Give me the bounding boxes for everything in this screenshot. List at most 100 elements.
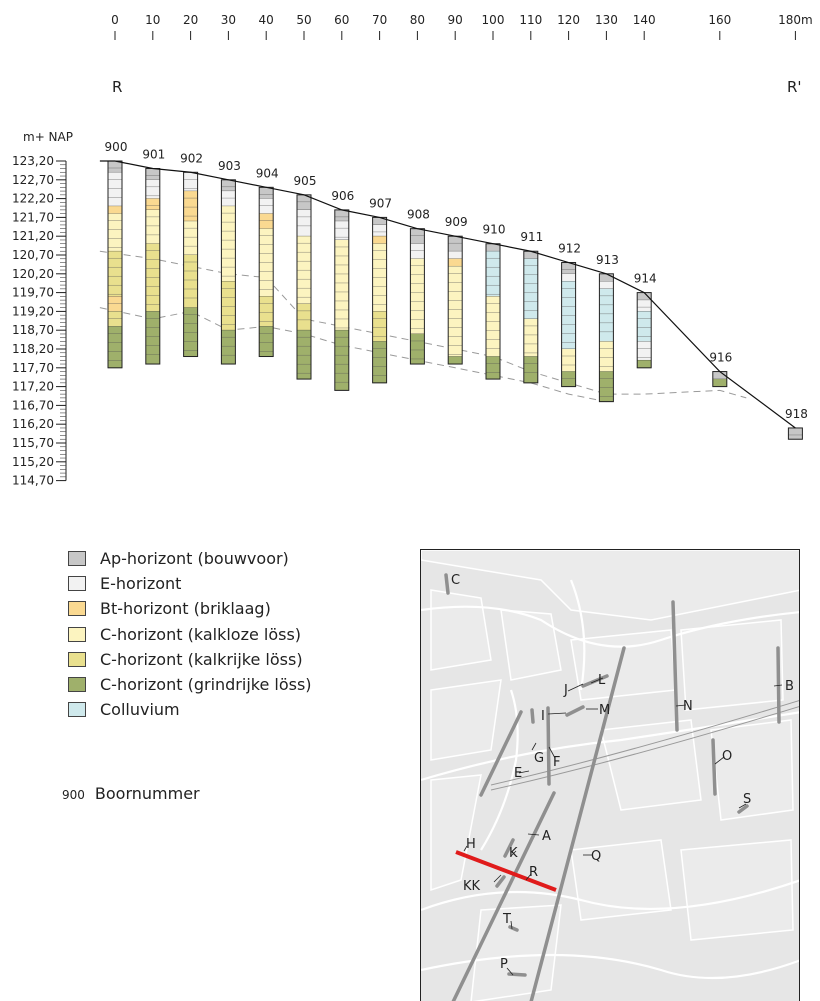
borehole-layer-cg — [297, 330, 311, 380]
borehole-layer-e — [334, 221, 349, 240]
borehole-layer-e — [410, 243, 425, 259]
borehole-layer-co — [486, 251, 500, 297]
distance-tick-label: 100 — [482, 13, 505, 27]
borehole-layer-cr — [183, 255, 198, 308]
legend-item-bt: Bt-horizont (briklaag) — [68, 596, 312, 621]
map-label-t: T — [502, 912, 511, 927]
borehole-number-label: 906 — [331, 189, 354, 203]
borehole-layer-cr — [108, 311, 122, 327]
legend-number-label: Boornummer — [94, 784, 200, 803]
borehole-layer-bt — [448, 258, 463, 267]
borehole-number-label: 913 — [596, 253, 619, 267]
distance-tick-label: 0 — [111, 13, 119, 27]
borehole-layer-e — [183, 172, 198, 192]
map-main-road — [490, 700, 799, 791]
borehole-layer-co — [637, 311, 652, 342]
borehole-layer-ck — [410, 258, 425, 334]
map-label-j: J — [563, 683, 568, 698]
borehole-layer-cg — [599, 371, 614, 402]
borehole-number-label: 914 — [634, 272, 657, 286]
elevation-tick-label: 121,20 — [12, 229, 54, 243]
borehole-layer-e — [297, 209, 311, 237]
borehole-layer-cr — [108, 251, 122, 297]
borehole-number-label: 903 — [218, 159, 241, 173]
borehole-layer-e — [108, 172, 122, 207]
map-label-l: L — [598, 673, 606, 688]
borehole-layer-ap — [523, 251, 538, 259]
borehole-layer-cr — [372, 311, 387, 342]
borehole-layer-e — [637, 300, 652, 312]
map-label-e: E — [514, 766, 522, 781]
borehole-906: 906 — [331, 189, 354, 391]
map-labels: C B J L I M N G F O E S A H K Q KK R T P — [451, 573, 794, 972]
elevation-tick-label: 121,70 — [12, 210, 54, 224]
borehole-layer-e — [448, 251, 463, 259]
borehole-layer-cg — [486, 356, 500, 380]
elevation-tick-label: 115,20 — [12, 455, 54, 469]
map-label-kk: KK — [463, 879, 481, 894]
borehole-layer-ck — [523, 318, 538, 357]
elevation-tick-label: 117,20 — [12, 380, 54, 394]
borehole-number-label: 900 — [105, 140, 128, 154]
borehole-layer-ap — [145, 168, 160, 180]
distance-tick-label: 10 — [145, 13, 160, 27]
legend-label: C-horizont (kalkrijke löss) — [100, 649, 303, 669]
borehole-columns: 900 901 902 903 904 905 906 907 908 909 910 911 912 9… — [105, 140, 808, 440]
borehole-number-label: 912 — [558, 242, 581, 256]
borehole-layer-ck — [183, 221, 198, 255]
legend-swatch — [68, 702, 86, 718]
map-label-g: G — [534, 751, 544, 766]
borehole-layer-co — [599, 288, 614, 342]
borehole-layer-e — [637, 341, 652, 361]
map-roads — [421, 579, 799, 980]
borehole-layer-e — [259, 198, 274, 214]
borehole-number-label: 911 — [520, 230, 543, 244]
legend-item-ck: C-horizont (kalkloze löss) — [68, 622, 312, 647]
borehole-number-label: 908 — [407, 208, 430, 222]
profile-start-label: R — [112, 78, 122, 96]
map-label-o: O — [722, 749, 732, 764]
map-label-s: S — [743, 792, 751, 807]
borehole-layer-ck — [561, 349, 576, 372]
borehole-layer-cr — [297, 303, 311, 331]
borehole-911: 911 — [520, 230, 543, 384]
borehole-layer-ap — [712, 371, 727, 380]
borehole-number-label: 909 — [445, 215, 468, 229]
legend-item-co: Colluvium — [68, 697, 312, 722]
map-label-c: C — [451, 573, 460, 588]
location-map: C B J L I M N G F O E S A H K Q KK R T P — [420, 549, 800, 1001]
borehole-layer-cg — [221, 330, 236, 365]
borehole-908: 908 — [407, 208, 430, 365]
elevation-unit: m+ NAP — [23, 130, 73, 144]
borehole-layer-cg — [372, 341, 387, 383]
borehole-layer-bt — [108, 296, 122, 312]
borehole-layer-e — [599, 281, 614, 289]
borehole-layer-ck — [221, 206, 236, 282]
distance-tick-label: 30 — [221, 13, 236, 27]
map-label-i: I — [541, 709, 545, 724]
borehole-layer-ap — [788, 427, 803, 440]
legend-swatch — [68, 601, 86, 617]
distance-tick-label: 20 — [183, 13, 198, 27]
legend-boornummer: 900 Boornummer — [62, 784, 200, 803]
borehole-layer-ck — [145, 209, 160, 244]
elevation-axis: 123,20 122,70 122,20 121,70 121,20 120,70 120,… — [12, 154, 67, 488]
elevation-tick-label: 116,70 — [12, 398, 54, 412]
elevation-tick-label: 117,70 — [12, 361, 54, 375]
legend-label: Colluvium — [100, 700, 180, 720]
distance-tick-label: 60 — [334, 13, 349, 27]
map-parcels — [421, 550, 799, 1001]
legend-item-cr: C-horizont (kalkrijke löss) — [68, 647, 312, 672]
borehole-layer-ck — [334, 239, 349, 331]
borehole-layer-bt — [108, 206, 122, 214]
borehole-914: 914 — [634, 272, 657, 369]
map-label-q: Q — [591, 849, 601, 864]
legend-swatch — [68, 651, 86, 667]
surface-line — [99, 160, 796, 429]
borehole-902: 902 — [180, 151, 203, 358]
distance-tick-label: 90 — [448, 13, 463, 27]
distance-tick-label: 160 — [708, 13, 731, 27]
legend-label: C-horizont (grindrijke löss) — [100, 675, 312, 695]
borehole-layer-co — [523, 258, 538, 319]
borehole-layer-ap — [372, 217, 387, 225]
